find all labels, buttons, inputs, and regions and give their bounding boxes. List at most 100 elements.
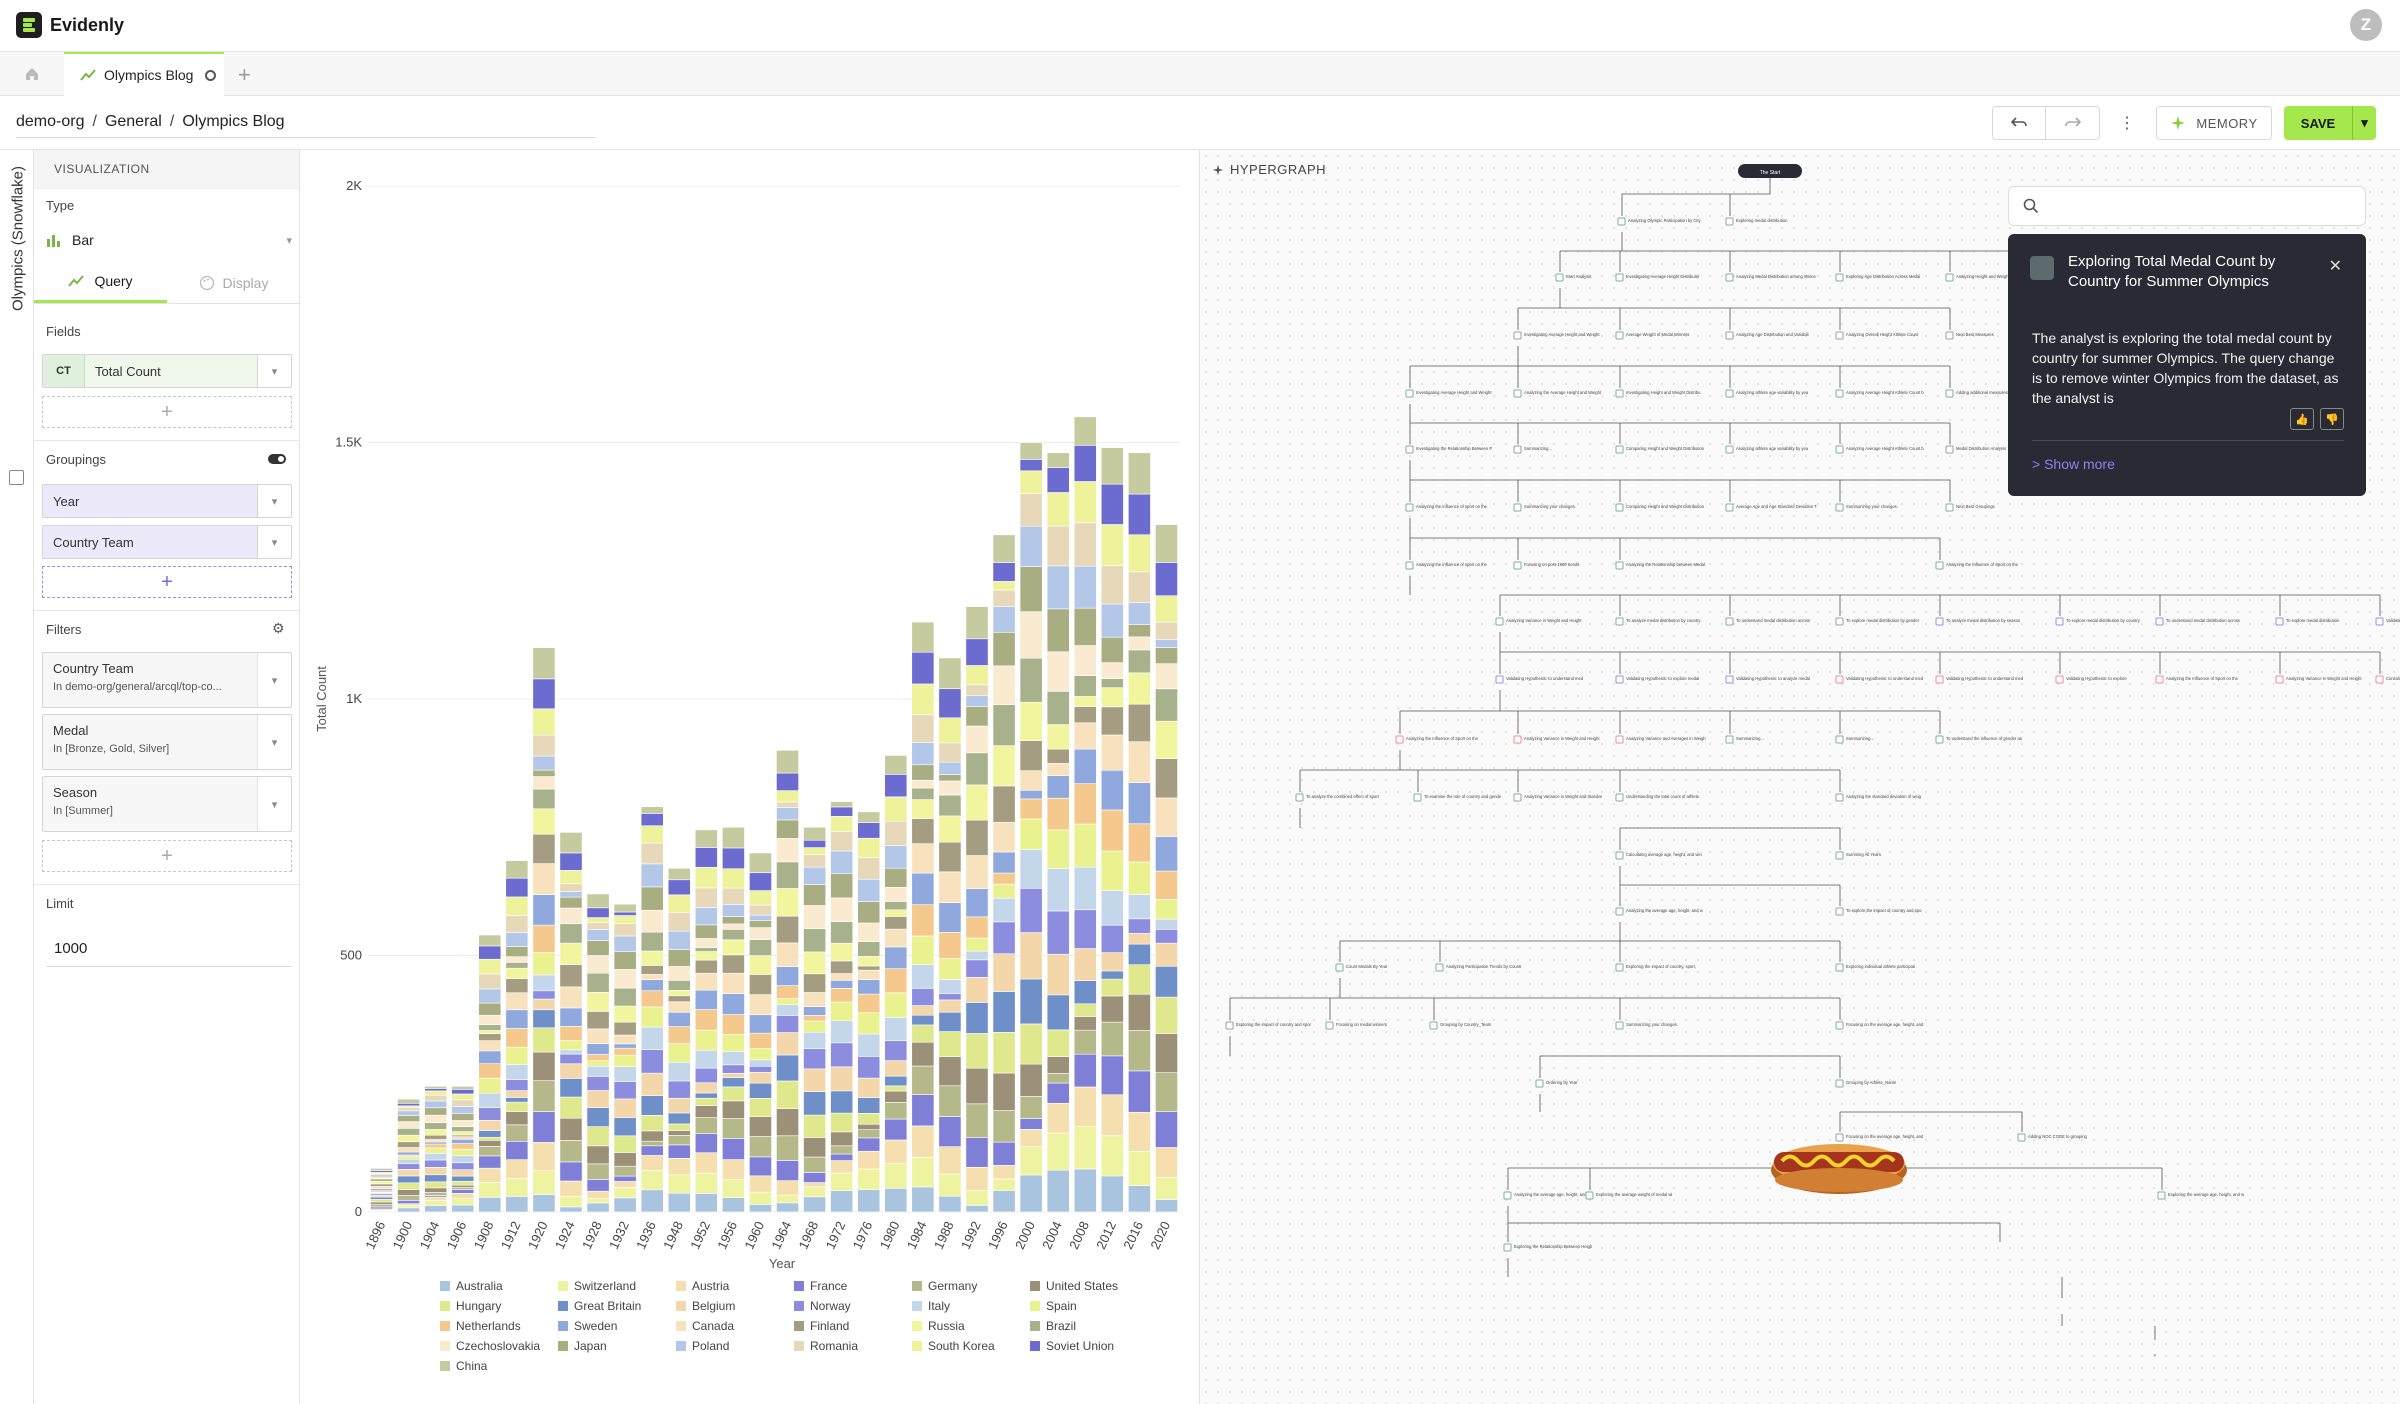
bar-segment[interactable] <box>424 1134 448 1140</box>
bar-segment[interactable] <box>613 1135 637 1153</box>
bar-segment[interactable] <box>776 1108 799 1137</box>
bar-segment[interactable] <box>1155 1111 1178 1148</box>
bar-segment[interactable] <box>586 1065 610 1077</box>
bar-segment[interactable] <box>559 1180 583 1197</box>
bar-segment[interactable] <box>478 958 502 975</box>
bar-segment[interactable] <box>965 784 989 821</box>
bar-segment[interactable] <box>884 909 908 917</box>
bar-segment[interactable] <box>1073 866 1097 911</box>
bar-segment[interactable] <box>478 1136 502 1141</box>
bar-segment[interactable] <box>1155 1199 1178 1213</box>
bar-segment[interactable] <box>911 818 935 844</box>
graph-node-icon[interactable] <box>1615 561 1624 570</box>
bar-segment[interactable] <box>776 1202 799 1213</box>
graph-node-label[interactable]: Medal Distribution Analysis <box>1956 446 2006 451</box>
bar-segment[interactable] <box>667 1174 691 1194</box>
bar-segment[interactable] <box>451 1198 475 1206</box>
bar-segment[interactable] <box>857 1056 881 1079</box>
bar-segment[interactable] <box>1073 823 1097 868</box>
bar-segment[interactable] <box>532 1009 556 1029</box>
bar-segment[interactable] <box>1046 651 1070 692</box>
bar-segment[interactable] <box>667 930 691 950</box>
graph-node-label[interactable]: Analyzing Overall Height Athlete Count <box>1846 332 1919 337</box>
bar-segment[interactable] <box>830 1131 854 1147</box>
bar-segment[interactable] <box>992 631 1016 667</box>
bar-segment[interactable] <box>559 1078 583 1098</box>
bar-segment[interactable] <box>640 1095 664 1116</box>
bar-segment[interactable] <box>1100 678 1124 688</box>
bar-segment[interactable] <box>559 870 583 884</box>
graph-node-icon[interactable] <box>1945 503 1954 512</box>
bar-segment[interactable] <box>1155 929 1178 944</box>
bar-segment[interactable] <box>451 1148 475 1157</box>
graph-node-icon[interactable] <box>1615 1021 1624 1030</box>
bar-segment[interactable] <box>965 1137 989 1168</box>
bar-segment[interactable] <box>776 966 799 986</box>
graph-node-label[interactable]: To understand medal distribution across <box>2166 618 2240 623</box>
bar-segment[interactable] <box>749 1014 772 1034</box>
bar-segment[interactable] <box>857 1123 881 1131</box>
bar-segment[interactable] <box>1100 483 1124 525</box>
graph-node-icon[interactable] <box>1225 1021 1234 1030</box>
graph-node-label[interactable]: Validating Hypothesis: to understand med <box>1946 676 2024 681</box>
bar-segment[interactable] <box>424 1153 448 1161</box>
filter-medal[interactable]: Medal In [Bronze, Gold, Silver] ▾ <box>42 714 292 770</box>
bar-segment[interactable] <box>1100 603 1124 638</box>
graph-node-icon[interactable] <box>1935 735 1944 744</box>
groupings-toggle[interactable] <box>268 454 286 464</box>
bar-segment[interactable] <box>1155 1147 1178 1178</box>
bar-segment[interactable] <box>424 1192 448 1196</box>
chevron-down-icon[interactable]: ▾ <box>257 355 291 387</box>
bar-segment[interactable] <box>613 1047 637 1056</box>
bar-segment[interactable] <box>749 1082 772 1099</box>
bar-segment[interactable] <box>586 1107 610 1127</box>
bar-segment[interactable] <box>938 841 962 873</box>
bar-segment[interactable] <box>397 1121 420 1129</box>
graph-node-icon[interactable] <box>1725 503 1734 512</box>
bar-segment[interactable] <box>1155 1177 1178 1200</box>
bar-segment[interactable] <box>613 1187 637 1199</box>
bar-segment[interactable] <box>938 717 962 744</box>
bar-segment[interactable] <box>803 1137 826 1158</box>
bar-segment[interactable] <box>803 1172 826 1183</box>
bar-segment[interactable] <box>722 1179 745 1198</box>
graph-node-label[interactable]: Focusing on the average age, height, and <box>1846 1022 1924 1027</box>
bar-segment[interactable] <box>776 861 799 889</box>
graph-node-label[interactable]: Analyzing the average age, height, and w <box>1514 1192 1592 1197</box>
graph-node-icon[interactable] <box>1835 273 1844 282</box>
bar-segment[interactable] <box>532 1194 556 1213</box>
bar-segment[interactable] <box>830 873 854 899</box>
bar-segment[interactable] <box>559 1040 583 1051</box>
bar-segment[interactable] <box>938 1146 962 1175</box>
graph-node-icon[interactable] <box>1945 273 1954 282</box>
bar-segment[interactable] <box>803 1068 826 1092</box>
bar-segment[interactable] <box>911 904 935 937</box>
bar-segment[interactable] <box>667 894 691 913</box>
bar-segment[interactable] <box>965 665 989 686</box>
graph-node-icon[interactable] <box>1615 273 1624 282</box>
bar-segment[interactable] <box>776 807 799 821</box>
bar-segment[interactable] <box>478 1077 502 1094</box>
bar-segment[interactable] <box>559 1025 583 1041</box>
graph-node-label[interactable]: Adding additional measures <box>1956 390 2008 395</box>
bar-segment[interactable] <box>505 962 529 969</box>
graph-node-icon[interactable] <box>1835 793 1844 802</box>
bar-segment[interactable] <box>478 945 502 960</box>
bar-segment[interactable] <box>857 979 881 995</box>
bar-segment[interactable] <box>694 1097 718 1106</box>
tab-olympics-blog[interactable]: Olympics Blog <box>64 52 224 96</box>
bar-segment[interactable] <box>857 1097 881 1114</box>
bar-segment[interactable] <box>1046 1056 1070 1074</box>
graph-node-label[interactable]: Analyzing the Influence of Sport on the <box>2166 676 2239 681</box>
graph-node-icon[interactable] <box>2375 617 2384 626</box>
graph-node-label[interactable]: Analyzing Variance in Weight and Height <box>1506 618 1582 623</box>
bar-segment[interactable] <box>505 896 529 916</box>
bar-segment[interactable] <box>559 1063 583 1079</box>
table-icon[interactable] <box>9 470 24 485</box>
bar-segment[interactable] <box>1046 608 1070 653</box>
bar-segment[interactable] <box>1046 1169 1070 1213</box>
graph-node-label[interactable]: Analyzing athlete age variability by yea <box>1736 390 1809 395</box>
bar-segment[interactable] <box>451 1136 475 1140</box>
bar-segment[interactable] <box>749 1048 772 1061</box>
limit-input[interactable]: 1000 <box>54 940 88 957</box>
